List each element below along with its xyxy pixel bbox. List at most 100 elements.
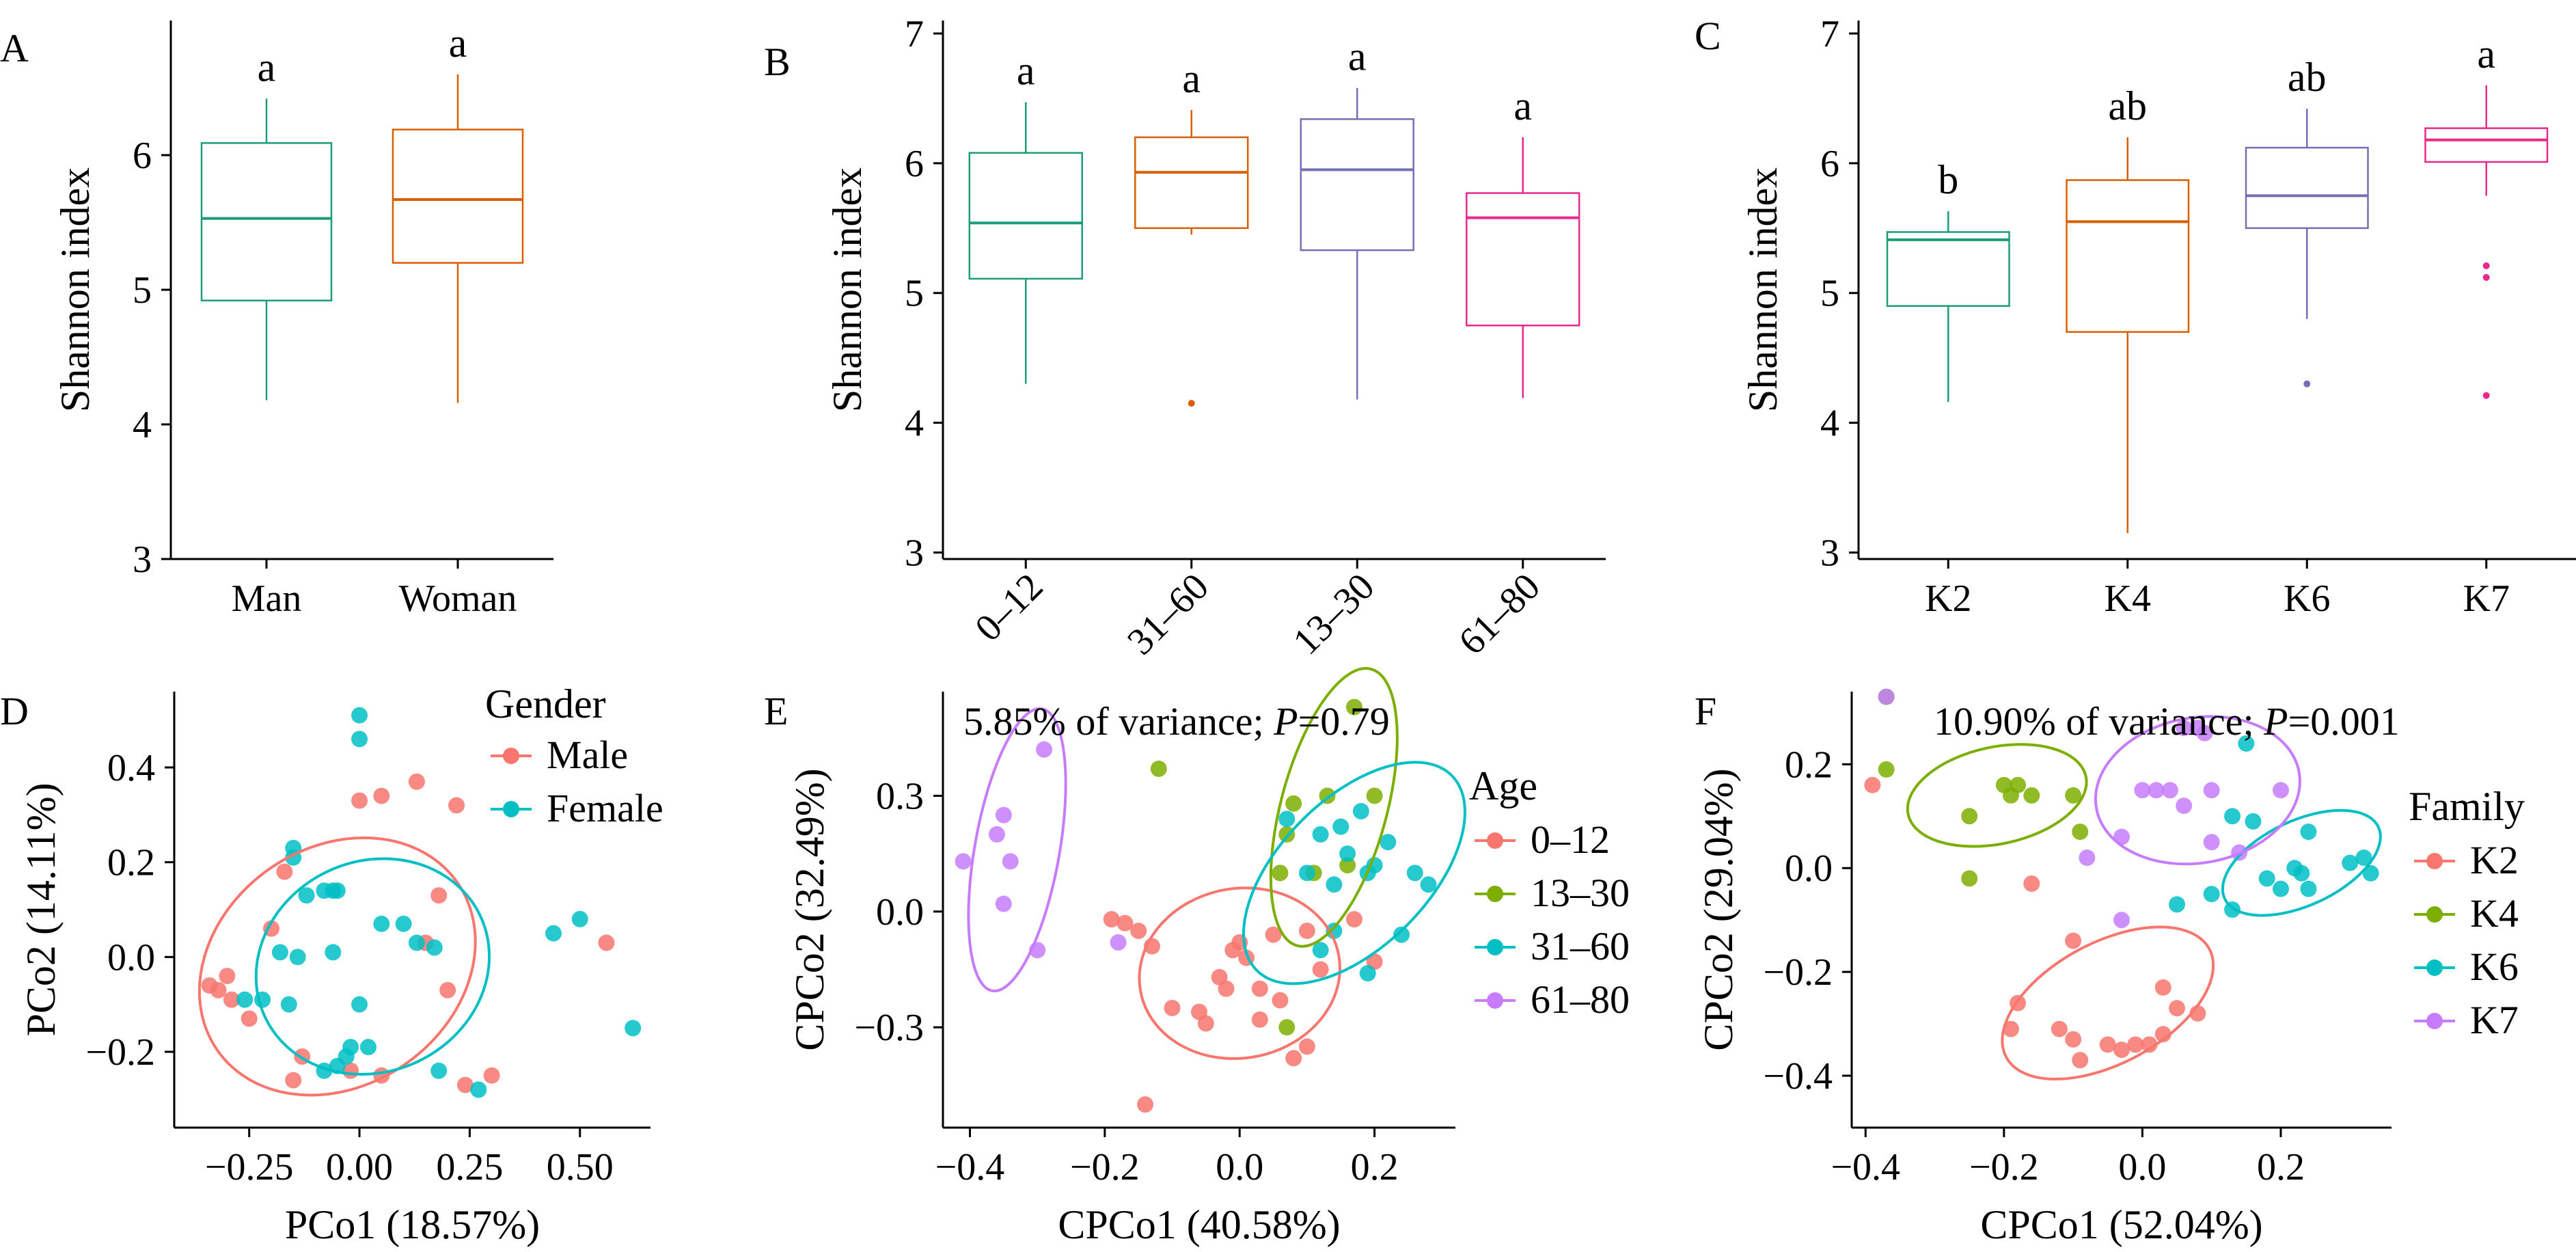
legend-swatch-dot bbox=[2426, 1013, 2443, 1029]
confidence-ellipse bbox=[1269, 667, 1399, 948]
box-body bbox=[2424, 127, 2549, 163]
scatter-point bbox=[1878, 761, 1895, 778]
legend-entry: Male bbox=[547, 733, 628, 777]
y-tick-label: 0.0 bbox=[1785, 847, 1833, 890]
scatter-point bbox=[2272, 880, 2289, 897]
scatter-point bbox=[995, 806, 1012, 824]
scatter-point bbox=[1393, 926, 1410, 943]
scatter-point bbox=[2010, 776, 2027, 793]
legend-entry: K7 bbox=[2470, 998, 2519, 1042]
scatter-point bbox=[1878, 688, 1895, 705]
y-axis-title: Shannon index bbox=[1740, 167, 1785, 412]
x-tick-label: 0.0 bbox=[1216, 1146, 1263, 1188]
scatter-point bbox=[2154, 979, 2171, 996]
box-body bbox=[200, 142, 333, 302]
scatter-point bbox=[1285, 1050, 1302, 1067]
scatter-point bbox=[1002, 853, 1019, 870]
scatter-point bbox=[1251, 980, 1268, 997]
legend-title: Family bbox=[2409, 784, 2525, 829]
variance-annotation: 5.85% of variance; P=0.79 bbox=[963, 699, 1390, 744]
series-1 bbox=[236, 707, 642, 1098]
legend: Age 0–12 13–30 31–60 61–80 bbox=[1469, 763, 1630, 1022]
y-axis-title: CPCo2 (32.49%) bbox=[787, 768, 832, 1050]
scatter-point bbox=[1197, 1015, 1214, 1032]
scatter-point bbox=[285, 1072, 302, 1089]
y-tick-label: 0.2 bbox=[107, 842, 155, 884]
scatter-point bbox=[430, 1062, 448, 1079]
scatter-point bbox=[1298, 1038, 1315, 1055]
scatter-point bbox=[351, 731, 368, 748]
scatter-point bbox=[1961, 808, 1978, 825]
scatter-point bbox=[1326, 876, 1343, 893]
x-tick-label: −0.2 bbox=[1070, 1146, 1140, 1188]
scatter-point bbox=[430, 887, 448, 904]
scatter-point bbox=[1312, 826, 1329, 843]
y-tick-label: 0.3 bbox=[876, 775, 924, 817]
scatter-point bbox=[2169, 1000, 2186, 1017]
panel-d: D −0.2 0.0 0.2 0.4 PCo2 (14.11%) −0.25 0.00 0.25… bbox=[0, 681, 663, 1247]
box-body bbox=[392, 128, 524, 264]
scatter-point bbox=[298, 887, 315, 904]
scatter-point bbox=[448, 797, 465, 814]
box-1: a bbox=[392, 21, 524, 403]
significance-label: a bbox=[2477, 31, 2495, 77]
y-axis-title: Shannon index bbox=[53, 167, 98, 412]
box-0: b bbox=[1886, 157, 2010, 403]
legend-swatch-dot bbox=[503, 801, 519, 817]
scatter-point bbox=[2203, 782, 2220, 799]
scatter-point bbox=[329, 882, 346, 899]
scatter-point bbox=[1420, 876, 1437, 893]
legend-title: Age bbox=[1469, 763, 1537, 808]
legend-swatch-dot bbox=[1487, 939, 1503, 955]
confidence-ellipse bbox=[197, 836, 477, 1097]
y-tick-label: 5 bbox=[1820, 273, 1839, 315]
y-axis-title: CPCo2 (29.04%) bbox=[1696, 768, 1741, 1050]
x-tick-label: 0–12 bbox=[967, 565, 1051, 649]
y-tick-label: 5 bbox=[133, 269, 152, 312]
x-axis-title: CPCo1 (40.58%) bbox=[1058, 1202, 1340, 1247]
y-tick-label: 3 bbox=[905, 532, 924, 575]
scatter-point bbox=[1278, 811, 1296, 828]
significance-label: a bbox=[1348, 34, 1367, 79]
scatter-point bbox=[1366, 857, 1383, 874]
box-2: ab bbox=[2245, 55, 2369, 387]
scatter-point bbox=[988, 826, 1005, 843]
panel-c: C 3 4 5 6 7 Shannon index b K2 ab K4 ab K6 a K7 bbox=[1695, 13, 2576, 620]
box-0: a bbox=[200, 44, 333, 400]
legend-entry: 31–60 bbox=[1531, 924, 1630, 968]
scatter-point bbox=[1103, 911, 1120, 928]
y-tick-label: −0.2 bbox=[85, 1031, 155, 1074]
box-body bbox=[1300, 118, 1414, 251]
significance-label: ab bbox=[2288, 55, 2327, 100]
scatter-point bbox=[223, 991, 240, 1008]
scatter-point bbox=[271, 944, 288, 961]
panel-letter: F bbox=[1695, 689, 1716, 733]
scatter-point bbox=[2113, 912, 2130, 929]
x-axis-title: PCo1 (18.57%) bbox=[285, 1202, 540, 1247]
y-tick-label: −0.2 bbox=[1763, 951, 1833, 994]
scatter-point bbox=[2023, 787, 2040, 804]
scatter-point bbox=[2300, 824, 2317, 841]
scatter-point bbox=[2342, 854, 2359, 871]
scatter-point bbox=[1864, 776, 1881, 793]
series-3 bbox=[1878, 688, 2289, 929]
scatter-point bbox=[483, 1067, 500, 1084]
scatter-point bbox=[2203, 834, 2220, 851]
x-tick-label: −0.4 bbox=[1831, 1146, 1900, 1188]
scatter-point bbox=[470, 1081, 487, 1098]
scatter-point bbox=[2362, 865, 2379, 882]
y-tick-label: 4 bbox=[905, 403, 924, 445]
series-2 bbox=[2169, 735, 2379, 918]
scatter-point bbox=[276, 863, 293, 880]
legend-entry: Female bbox=[547, 786, 663, 830]
scatter-point bbox=[1285, 795, 1302, 812]
scatter-point bbox=[1332, 818, 1349, 835]
box-body bbox=[968, 152, 1083, 280]
confidence-ellipse bbox=[1138, 886, 1341, 1061]
x-tick-label: 61–80 bbox=[1451, 565, 1548, 663]
scatter-point bbox=[2196, 724, 2213, 741]
legend-swatch-dot bbox=[1487, 992, 1503, 1009]
scatter-point bbox=[1150, 760, 1167, 777]
x-tick-label: K6 bbox=[2284, 577, 2330, 620]
